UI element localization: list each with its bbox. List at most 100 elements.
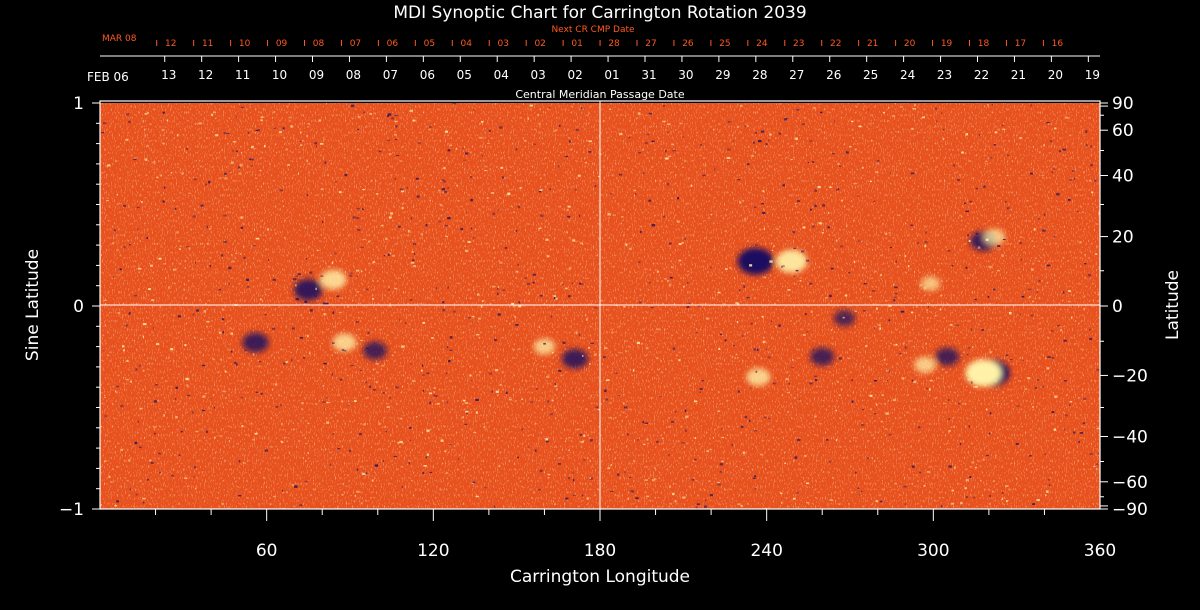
negative-speckle [807,162,810,164]
negative-speckle [719,463,724,466]
positive-speckle [251,145,254,149]
negative-speckle [927,306,929,308]
negative-speckle [359,433,362,436]
negative-speckle [447,286,449,289]
negative-speckle [246,278,249,281]
negative-speckle [719,471,722,474]
positive-speckle [287,163,290,166]
negative-speckle [230,350,233,353]
positive-speckle [1089,179,1092,182]
positive-speckle [961,403,965,405]
positive-speckle [341,494,344,496]
negative-speckle [862,409,865,411]
negative-speckle [753,141,755,144]
negative-speckle [136,228,139,230]
negative-speckle [695,506,698,509]
negative-speckle [398,319,400,322]
positive-speckle [718,347,721,350]
positive-region [983,228,1006,246]
positive-speckle [528,292,530,296]
positive-speckle [835,439,838,442]
positive-speckle [985,160,988,163]
negative-speckle [746,163,750,166]
negative-speckle [890,172,892,174]
negative-speckle [795,269,799,272]
negative-speckle [740,425,744,428]
negative-speckle [699,388,703,390]
negative-speckle [464,423,468,425]
negative-speckle [447,217,451,220]
negative-speckle [154,432,156,435]
negative-speckle [903,485,907,488]
negative-speckle [112,276,115,278]
positive-speckle [486,197,489,199]
positive-speckle [173,268,177,271]
positive-speckle [356,490,360,493]
positive-speckle [259,169,262,172]
negative-speckle [123,205,126,207]
negative-speckle [314,295,317,297]
positive-speckle [440,204,443,207]
negative-speckle [310,309,313,312]
negative-speckle [809,282,813,285]
negative-speckle [575,128,579,131]
positive-speckle [454,445,456,447]
cmp-date-axis: 13 12 11 10 09 08 07 06 05 04 03 02 01 31 30 29 28 27 26 25… [100,55,1100,82]
cmp-start-label: FEB 06 [87,70,129,84]
positive-speckle [401,190,405,193]
negative-speckle [171,474,175,477]
positive-speckle [837,380,839,384]
positive-speckle [895,343,898,346]
positive-speckle [813,106,816,109]
cmp-date-label: 07 [383,68,398,82]
positive-speckle [372,261,376,263]
positive-speckle [665,278,667,280]
positive-speckle [1018,240,1020,242]
negative-speckle [294,485,298,488]
positive-speckle [219,435,222,437]
negative-speckle [162,200,165,203]
negative-speckle [1052,168,1055,170]
negative-speckle [374,464,378,467]
negative-speckle [568,476,570,480]
negative-speckle [291,358,293,362]
positive-speckle [518,348,521,350]
negative-speckle [1036,291,1038,294]
negative-speckle [989,495,992,497]
negative-speckle [475,398,479,401]
positive-speckle [623,402,625,405]
positive-speckle [725,268,728,270]
positive-speckle [202,395,206,398]
negative-speckle [579,433,582,436]
positive-speckle [687,270,689,273]
positive-speckle [338,440,341,442]
negative-speckle [860,490,863,493]
negative-speckle [448,360,451,363]
positive-speckle [608,416,612,419]
negative-speckle [1005,201,1007,203]
positive-speckle [389,252,392,255]
x-tick-label: 300 [917,541,949,561]
negative-speckle [366,347,369,349]
negative-speckle [175,397,177,400]
negative-speckle [295,298,299,301]
negative-speckle [798,398,801,400]
positive-speckle [587,497,589,500]
positive-speckle [147,111,149,114]
positive-speckle [739,201,742,204]
y-right-tick-label: 40 [1112,167,1134,187]
positive-speckle [1067,301,1071,303]
negative-speckle [443,180,446,183]
negative-speckle [515,148,518,151]
positive-speckle [394,120,397,122]
positive-speckle [888,106,890,109]
positive-speckle [965,133,969,136]
negative-speckle [1056,193,1060,196]
positive-speckle [794,203,797,205]
negative-speckle [517,264,519,267]
negative-speckle [445,372,448,375]
y-right-tick-label: −90 [1112,500,1148,520]
negative-speckle [676,197,680,200]
positive-speckle [114,505,118,507]
negative-region [737,247,774,275]
